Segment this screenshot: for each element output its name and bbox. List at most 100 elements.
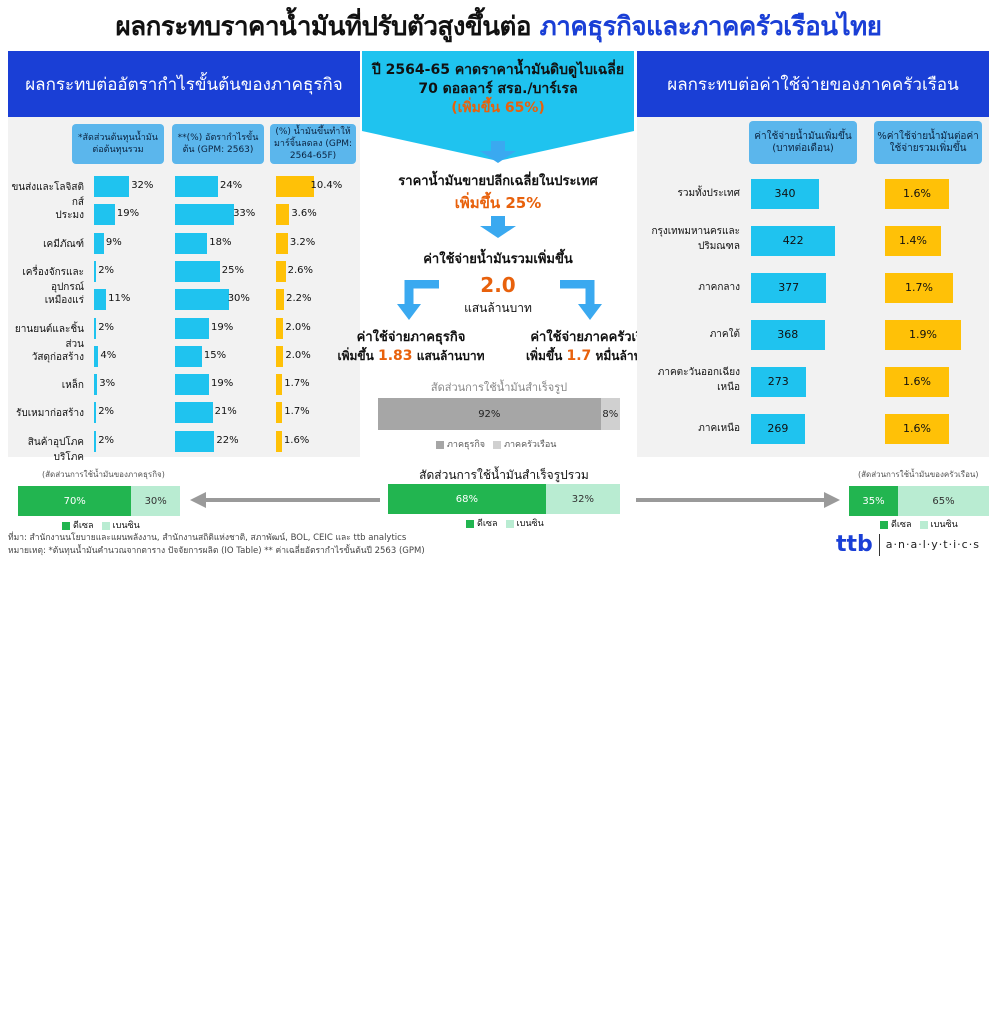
- legend-diesel-r-label: ดีเซล: [891, 520, 912, 530]
- bar-pct: [885, 367, 949, 397]
- label-baht: 377: [778, 281, 800, 294]
- bar-baht: [751, 320, 825, 350]
- share-legend: ภาคธุรกิจ ภาคครัวเรือน: [436, 437, 556, 451]
- bar-cost: [94, 232, 104, 254]
- left-row-label: สินค้าอุปโภคบริโภค: [27, 436, 84, 463]
- label-cost: 11%: [108, 293, 131, 305]
- biz-value: 1.83: [377, 348, 413, 364]
- bar-pct: [885, 414, 949, 444]
- page-title: ผลกระทบราคาน้ำมันที่ปรับตัวสูงขึ้นต่อ ภา…: [0, 6, 997, 47]
- label-cost: 32%: [131, 180, 154, 191]
- left-col1-header: *สัดส่วนต้นทุนน้ำมันต่อต้นทุนรวม: [72, 124, 164, 164]
- label-gpm: 18%: [209, 236, 232, 248]
- down-arrow-icon: [480, 141, 516, 163]
- bar-baht: [751, 367, 806, 397]
- crude-price-box: ปี 2564-65 คาดราคาน้ำมันดิบดูไบเฉลี่ย 70…: [362, 51, 634, 131]
- left-header-text: ผลกระทบต่ออัตรากำไรขั้นต้นของภาคธุรกิจ: [25, 74, 343, 95]
- right-row-label: ภาคเหนือ: [698, 423, 740, 434]
- hh-prefix: เพิ่มขึ้น: [525, 349, 567, 363]
- share-bar: 92% 8%: [378, 398, 620, 430]
- legend-diesel: ดีเซล: [62, 518, 94, 532]
- bar-gpm: [175, 176, 218, 197]
- right-stack-diesel: 35%: [849, 486, 898, 516]
- label-pct: 1.6%: [903, 375, 931, 388]
- left-row-label: เคมีภัณฑ์: [43, 238, 84, 250]
- title-highlight: ภาคธุรกิจและภาคครัวเรือนไทย: [539, 12, 882, 42]
- left-gray-arrow-icon: [190, 492, 380, 508]
- hh-line1: ค่าใช้จ่ายภาคครัวเรือน: [530, 330, 660, 345]
- left-stack-caption: (สัดส่วนการใช้น้ำมันของภาคธุรกิจ): [42, 470, 165, 479]
- bar-drop: [276, 289, 285, 311]
- label-gpm: 21%: [214, 406, 237, 418]
- label-gpm: 24%: [219, 180, 243, 191]
- label-gpm: 19%: [211, 378, 234, 390]
- legend-hh-label: ภาคครัวเรือน: [504, 440, 557, 450]
- left-stack-benzin: 30%: [131, 486, 180, 516]
- legend-benzin-c-label: เบนซิน: [516, 519, 544, 529]
- bar-gpm: [175, 260, 220, 282]
- bar-drop: [276, 374, 283, 396]
- label-gpm: 22%: [216, 434, 239, 446]
- right-row-label: ภาคกลาง: [698, 282, 740, 293]
- bar-cost: [94, 317, 97, 339]
- legend-biz: ภาคธุรกิจ: [436, 437, 485, 451]
- right-panel-header: ผลกระทบต่อค่าใช้จ่ายของภาคครัวเรือน: [637, 51, 989, 117]
- total-value: 2.0: [480, 273, 516, 297]
- legend-biz-label: ภาคธุรกิจ: [447, 440, 486, 450]
- label-gpm: 15%: [203, 349, 227, 361]
- right-col1-header: ค่าใช้จ่ายน้ำมันเพิ่มขึ้น (บาทต่อเดือน): [749, 121, 857, 164]
- bar-pct: [885, 179, 949, 209]
- label-gpm: 25%: [221, 264, 244, 276]
- bar-gpm: [175, 402, 213, 424]
- bar-baht: [751, 226, 836, 256]
- center-stack-diesel: 68%: [388, 484, 546, 514]
- label-baht: 269: [767, 422, 789, 435]
- bar-drop: [276, 176, 315, 197]
- share-biz: 92%: [378, 398, 601, 430]
- bar-cost: [94, 204, 115, 226]
- left-elbow-arrow-icon: [397, 280, 439, 320]
- legend-diesel-r: ดีเซล: [880, 517, 912, 531]
- crude-line1: ปี 2564-65 คาดราคาน้ำมันดิบดูไบเฉลี่ย: [371, 62, 625, 78]
- bar-pct: [885, 273, 953, 303]
- legend-diesel-c-label: ดีเซล: [477, 519, 498, 529]
- left-stack-bar: 70% 30%: [18, 486, 180, 516]
- legend-benzin-label: เบนซิน: [112, 521, 140, 531]
- biz-cost-text: ค่าใช้จ่ายภาคธุรกิจ เพิ่มขึ้น 1.83 แสนล้…: [336, 326, 486, 366]
- bar-gpm: [175, 204, 235, 226]
- total-unit: แสนล้านบาท: [464, 301, 532, 315]
- left-row-label: เหล็ก: [61, 380, 84, 392]
- left-panel: [8, 117, 360, 457]
- left-col2-header: **(%) อัตรากำไรขั้นต้น (GPM: 2563): [172, 124, 264, 164]
- bar-cost: [94, 260, 97, 282]
- biz-prefix: เพิ่มขึ้น: [337, 349, 378, 363]
- bar-pct: [885, 320, 961, 350]
- bar-gpm: [175, 232, 208, 254]
- legend-diesel-c: ดีเซล: [466, 516, 498, 530]
- bar-pct: [885, 226, 941, 256]
- label-cost: 9%: [105, 236, 122, 248]
- left-row-label: ขนส่งและโลจิสติกส์: [11, 182, 84, 208]
- bar-drop: [276, 317, 284, 339]
- center-stack-benzin: 32%: [545, 484, 620, 514]
- bar-cost: [94, 176, 130, 197]
- left-row-label: ประมง: [55, 210, 84, 222]
- label-baht: 273: [767, 375, 789, 388]
- logo-text: a·n·a·l·y·t·i·c·s: [885, 538, 980, 551]
- right-row-label: ภาคใต้: [709, 329, 740, 340]
- bar-gpm: [175, 430, 215, 452]
- label-pct: 1.9%: [909, 328, 937, 341]
- legend-benzin: เบนซิน: [101, 518, 140, 532]
- label-cost: 2%: [98, 434, 115, 446]
- bar-drop: [276, 345, 284, 367]
- right-gray-arrow-icon: [636, 492, 840, 508]
- bar-drop: [276, 232, 288, 254]
- share-hh: 8%: [600, 398, 620, 430]
- label-drop: 3.2%: [289, 236, 316, 248]
- left-col3-header: (%) น้ำมันขึ้นทำให้มาร์จิ้นลดลง (GPM: 25…: [270, 124, 356, 164]
- bar-gpm: [175, 317, 209, 339]
- logo-divider: [878, 533, 880, 556]
- legend-benzin-r-label: เบนซิน: [930, 520, 958, 530]
- total-cost-text: ค่าใช้จ่ายน้ำมันรวมเพิ่มขึ้น 2.0 แสนล้าน…: [362, 248, 634, 318]
- bar-drop: [276, 430, 282, 452]
